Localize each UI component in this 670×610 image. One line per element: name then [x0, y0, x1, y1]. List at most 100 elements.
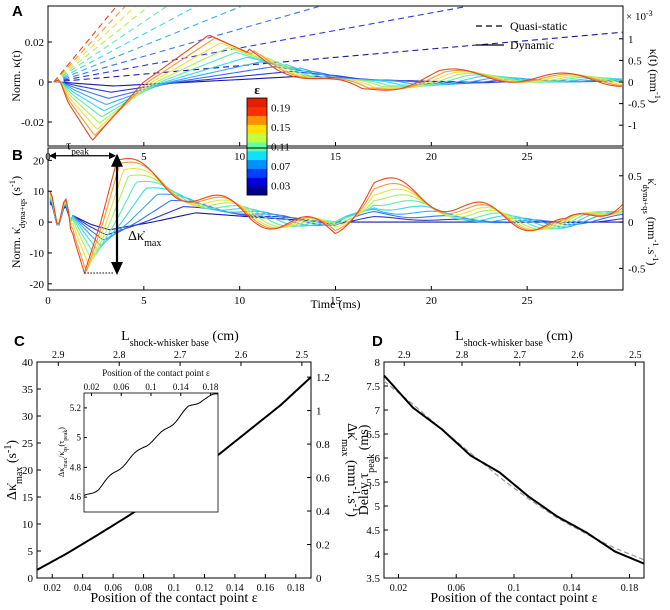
dynamic-curve [53, 34, 622, 141]
inset-y-label-part: (τ [57, 440, 66, 447]
y-axis-label-part: ) [9, 176, 23, 180]
y-axis-label-part: -1 [3, 445, 14, 453]
y-tick-label: 4.5 [366, 525, 380, 537]
rate-curve [49, 203, 623, 231]
top-tick-label: 2.8 [113, 350, 126, 361]
rate-curve [49, 174, 623, 261]
top-tick-label: 2.8 [456, 350, 469, 361]
x-tick-label: 15 [330, 295, 342, 307]
inset-title: Position of the contact point ε [102, 368, 210, 378]
colorbar-tick-label: 0.19 [271, 103, 291, 115]
x-tick-label: 0.16 [257, 583, 275, 594]
x-tick-label: 0.02 [43, 583, 61, 594]
y-axis-label: Delay τpeak (ms) [357, 424, 377, 515]
y-tick-label: 10 [22, 519, 34, 531]
panel-letter-b: B [12, 147, 23, 164]
y-tick-label: 20 [33, 155, 45, 167]
tau-peak-label: τpeak [66, 138, 89, 158]
panel-b: 20 10 0 -10 -20 0.5 0 -0.5 0 5 10 15 20 25 Time (ms) No… [7, 138, 661, 311]
y-tick-label: 0.02 [25, 37, 44, 49]
dynamic-curve [53, 42, 622, 130]
y-axis-right-label-part: κ̇ [645, 178, 659, 185]
x-tick-label: 0.14 [226, 583, 244, 594]
rate-curve [49, 193, 623, 247]
y-axis-label-part: ) [5, 440, 20, 445]
quasi-static-line [53, 6, 126, 83]
rate-curve [49, 161, 623, 273]
inset-curve [83, 393, 219, 496]
y-axis-right-label: κ̇dyna+qs (mm-1.s-1) [641, 178, 661, 265]
y-tick-label: 6.5 [366, 429, 380, 441]
inset-y-label-part: Δκ̇ [57, 467, 66, 477]
quasi-static-line [53, 6, 466, 83]
colorbar-tick-label: 0.07 [271, 161, 291, 173]
top-axis-label-part: (cm) [543, 329, 573, 344]
y-tick-label: 0 [39, 217, 45, 229]
y-tick-label: 4 [375, 549, 381, 561]
y-axis-right-label-part: -1 [651, 254, 661, 261]
colorbar-swatch [247, 186, 267, 196]
y-axis-label-part: Δκ̇ [5, 483, 20, 500]
inset-frame [83, 392, 219, 513]
top-axis-label-part: shock-whisker base [130, 338, 210, 349]
inset-y-label-part: max [63, 458, 69, 468]
y-axis-right-label-part: .s [344, 495, 359, 504]
rate-curve [49, 157, 624, 275]
y-tick-right-label: 0.6 [316, 473, 330, 485]
x-tick-label: 0 [45, 295, 51, 307]
inset-y-tick-label: 4.8 [70, 462, 82, 472]
top-tick-label: 2.6 [571, 350, 584, 361]
y-axis-label-part: (s [9, 187, 23, 199]
y-tick-right-label: 0 [316, 573, 322, 585]
x-tick-label: 0.1 [168, 583, 181, 594]
x-tick-label: 0.18 [621, 583, 639, 594]
y-tick-label: 25 [22, 438, 34, 450]
y-tick-right-label: -0.5 [628, 263, 646, 275]
delta-max-label: Δκ̇max [128, 229, 161, 249]
y-axis-right-label-part: Δκ̇ [344, 423, 359, 440]
tau-arrow-head-right [109, 152, 116, 160]
y-tick-label: 5 [375, 501, 381, 513]
y-axis-right-label-part: ) [344, 512, 359, 517]
top-axis-label: Lshock-whisker base (cm) [121, 329, 239, 349]
dynamic-curve [53, 37, 622, 136]
y-tick-right-label: -0.5 [628, 99, 646, 111]
y-tick-right-label: 0.4 [316, 506, 330, 518]
y-axis-right-label-part: ) [645, 262, 659, 266]
y-axis-label-part: (ms) [357, 424, 372, 454]
y-tick-label: -10 [29, 248, 44, 260]
colorbar: ε0.190.150.110.070.03 [246, 82, 291, 196]
y-tick-label: 7.5 [366, 381, 380, 393]
top-axis-label-part: L [121, 329, 130, 344]
quasi-static-line [53, 31, 624, 83]
y-tick-label: 5 [28, 546, 34, 558]
tau-peak-label-part: peak [71, 148, 89, 158]
x-tick-label: 0.14 [563, 583, 581, 594]
y-axis-label-part: Norm. κ̇ [9, 227, 23, 268]
quasi-static-line [53, 6, 136, 83]
colorbar-swatch [247, 115, 267, 125]
colorbar-swatch [247, 98, 267, 108]
delta-arrow-head-down [111, 262, 123, 276]
colorbar-swatch [247, 133, 267, 143]
delta-arrow-head-up [111, 153, 123, 167]
y-tick-right-label: 0.5 [628, 55, 642, 67]
inset-y-tick-label: 5 [77, 433, 82, 443]
panel-b-frame [47, 147, 624, 291]
x-tick-label: 0.04 [74, 583, 92, 594]
y-axis-right-label-part: -1 [653, 92, 663, 99]
top-axis-label-part: L [455, 329, 464, 344]
top-axis-label: Lshock-whisker base (cm) [455, 329, 573, 349]
x-axis-label: Position of the contact point ε [430, 591, 597, 606]
colorbar-tick-label: 0.03 [271, 180, 291, 192]
y-tick-right-label: 0 [628, 77, 634, 89]
y-axis-right-label-part: dyna+qs [641, 185, 651, 215]
x-tick-label: 0.1 [508, 583, 521, 594]
x-axis-label: Position of the contact point ε [90, 591, 257, 606]
y-tick-right-label: 1.2 [316, 372, 330, 384]
quasi-static-line [53, 6, 196, 83]
x-tick-label: 0.06 [447, 583, 465, 594]
panel-d: 0.02 0.06 0.1 0.14 0.18 3.5 4 4.5 5 5.5 6 6.5 7 7.5 8 2… [357, 329, 645, 606]
y-axis-right-label: κ(t) (mm-1) [647, 49, 663, 103]
